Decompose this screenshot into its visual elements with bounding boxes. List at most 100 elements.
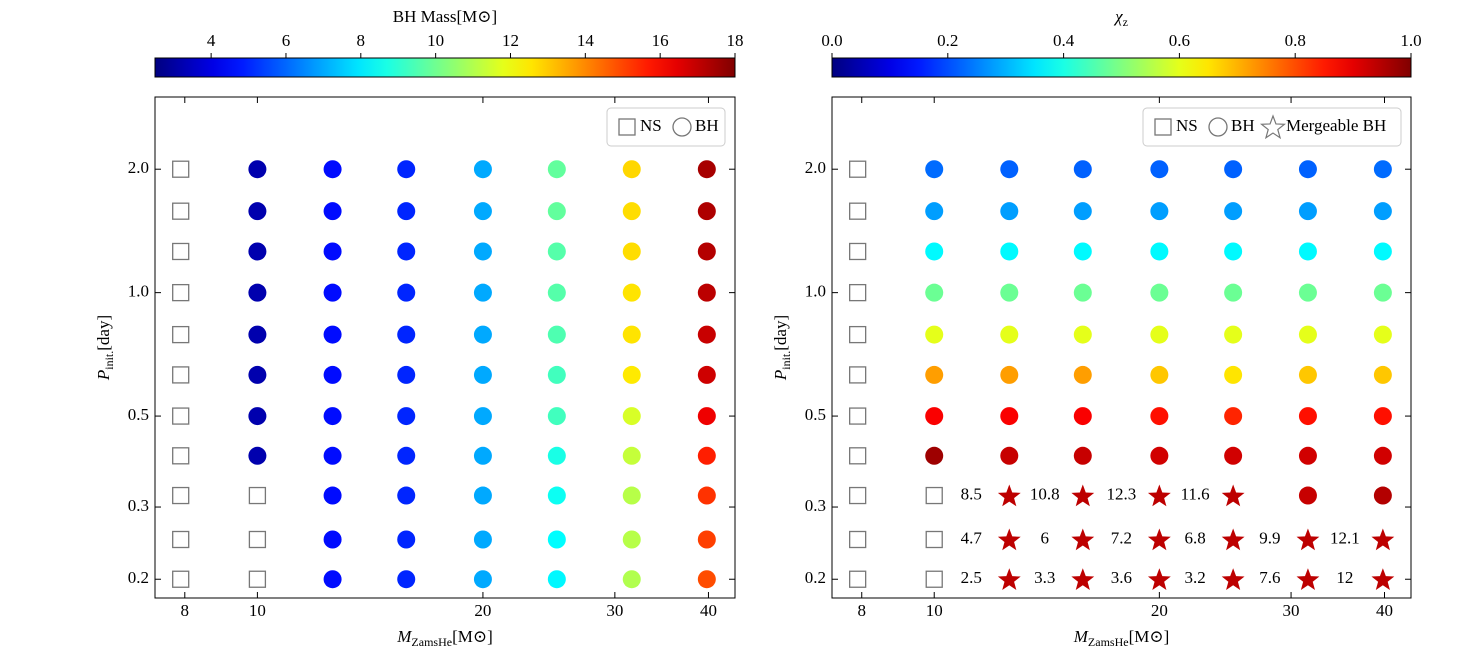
bh-marker [1224,325,1243,344]
x-tick-label: 8 [181,601,190,620]
bh-marker [1298,202,1317,221]
colorbar-label: BH Mass[M⊙] [393,7,497,26]
ns-marker [849,366,867,384]
bh-marker [397,530,416,549]
mergeable-bh-marker [997,528,1021,551]
bh-marker [473,365,492,384]
bh-marker [1298,446,1317,465]
bh-marker [323,325,342,344]
bh-marker [1224,407,1243,426]
annotation: 3.3 [1034,568,1055,587]
axis-label: χz [1113,7,1128,29]
bh-marker [473,446,492,465]
bh-marker [1150,202,1169,221]
bh-marker [925,325,944,344]
ns-marker [849,202,867,220]
x-tick-label: 10 [249,601,266,620]
bh-marker [473,530,492,549]
colorbar-tick-label: 6 [282,31,291,50]
annotation: 9.9 [1259,528,1280,547]
bh-marker [248,242,267,261]
y-tick-label: 0.3 [805,496,826,515]
bh-marker [473,486,492,505]
bh-marker [397,446,416,465]
ns-marker [172,407,190,425]
label-symbol: P [771,370,790,381]
annotation: 10.8 [1030,484,1060,503]
bh-marker [1298,283,1317,302]
bh-marker [622,365,641,384]
bh-marker [1224,365,1243,384]
bh-marker [323,283,342,302]
bh-marker [925,242,944,261]
bh-marker [547,160,566,179]
bh-marker [697,446,716,465]
mergeable-bh-marker [1221,568,1245,590]
bh-marker [1000,446,1019,465]
label-unit: [M⊙] [1129,627,1170,646]
label-unit: [M⊙] [452,627,493,646]
bh-marker [697,160,716,179]
bh-marker [397,407,416,426]
mergeable-bh-marker [1147,528,1171,551]
bh-marker [1000,160,1019,179]
bh-marker [547,486,566,505]
bh-marker [622,242,641,261]
bh-marker [1150,365,1169,384]
ns-marker [849,530,867,549]
legend-label: NS [1176,116,1198,135]
bh-marker [1373,242,1392,261]
mergeable-bh-marker [1147,484,1171,507]
x-tick-label: 40 [1376,601,1393,620]
bh-marker [248,283,267,302]
bh-marker [473,283,492,302]
bh-marker [547,202,566,221]
ns-marker [925,570,943,588]
bh-marker [1150,446,1169,465]
bh-marker [1298,365,1317,384]
bh-marker [323,242,342,261]
bh-marker [697,570,716,589]
bh-marker [397,570,416,589]
bh-marker [925,283,944,302]
y-tick-label: 0.2 [805,568,826,587]
annotation: 2.5 [961,568,982,587]
plot-frame [831,96,1412,599]
ns-marker [172,202,190,220]
bh-marker [473,242,492,261]
bh-marker [622,407,641,426]
label-subscript: ZamsHe [411,635,452,649]
bh-marker [622,446,641,465]
label-symbol: P [94,370,113,381]
mergeable-bh-marker [1147,568,1171,590]
colorbar [154,57,736,78]
bh-marker [1298,486,1317,505]
x-tick-label: 20 [474,601,491,620]
bh-marker [323,365,342,384]
bh-marker [697,325,716,344]
bh-marker [697,365,716,384]
x-tick-label: 40 [700,601,717,620]
ns-marker [849,325,867,344]
bh-marker [1000,407,1019,426]
bh-marker [248,446,267,465]
bh-marker [323,570,342,589]
plot-frame [154,96,736,599]
x-tick-label: 20 [1151,601,1168,620]
axis-label: Pinit.[day] [771,315,793,381]
ns-marker [925,486,943,505]
ns-marker [849,242,867,261]
y-tick-label: 2.0 [128,158,149,177]
bh-marker [1073,202,1092,221]
colorbar-tick-label: 0.2 [937,31,958,50]
y-tick-label: 1.0 [128,282,149,301]
label-symbol: M [396,627,412,646]
bh-marker [1073,325,1092,344]
bh-marker [1150,242,1169,261]
bh-marker [248,407,267,426]
colorbar-tick-label: 0.6 [1169,31,1190,50]
y-tick-label: 2.0 [805,158,826,177]
bh-marker [473,570,492,589]
colorbar-tick-label: 14 [577,31,595,50]
